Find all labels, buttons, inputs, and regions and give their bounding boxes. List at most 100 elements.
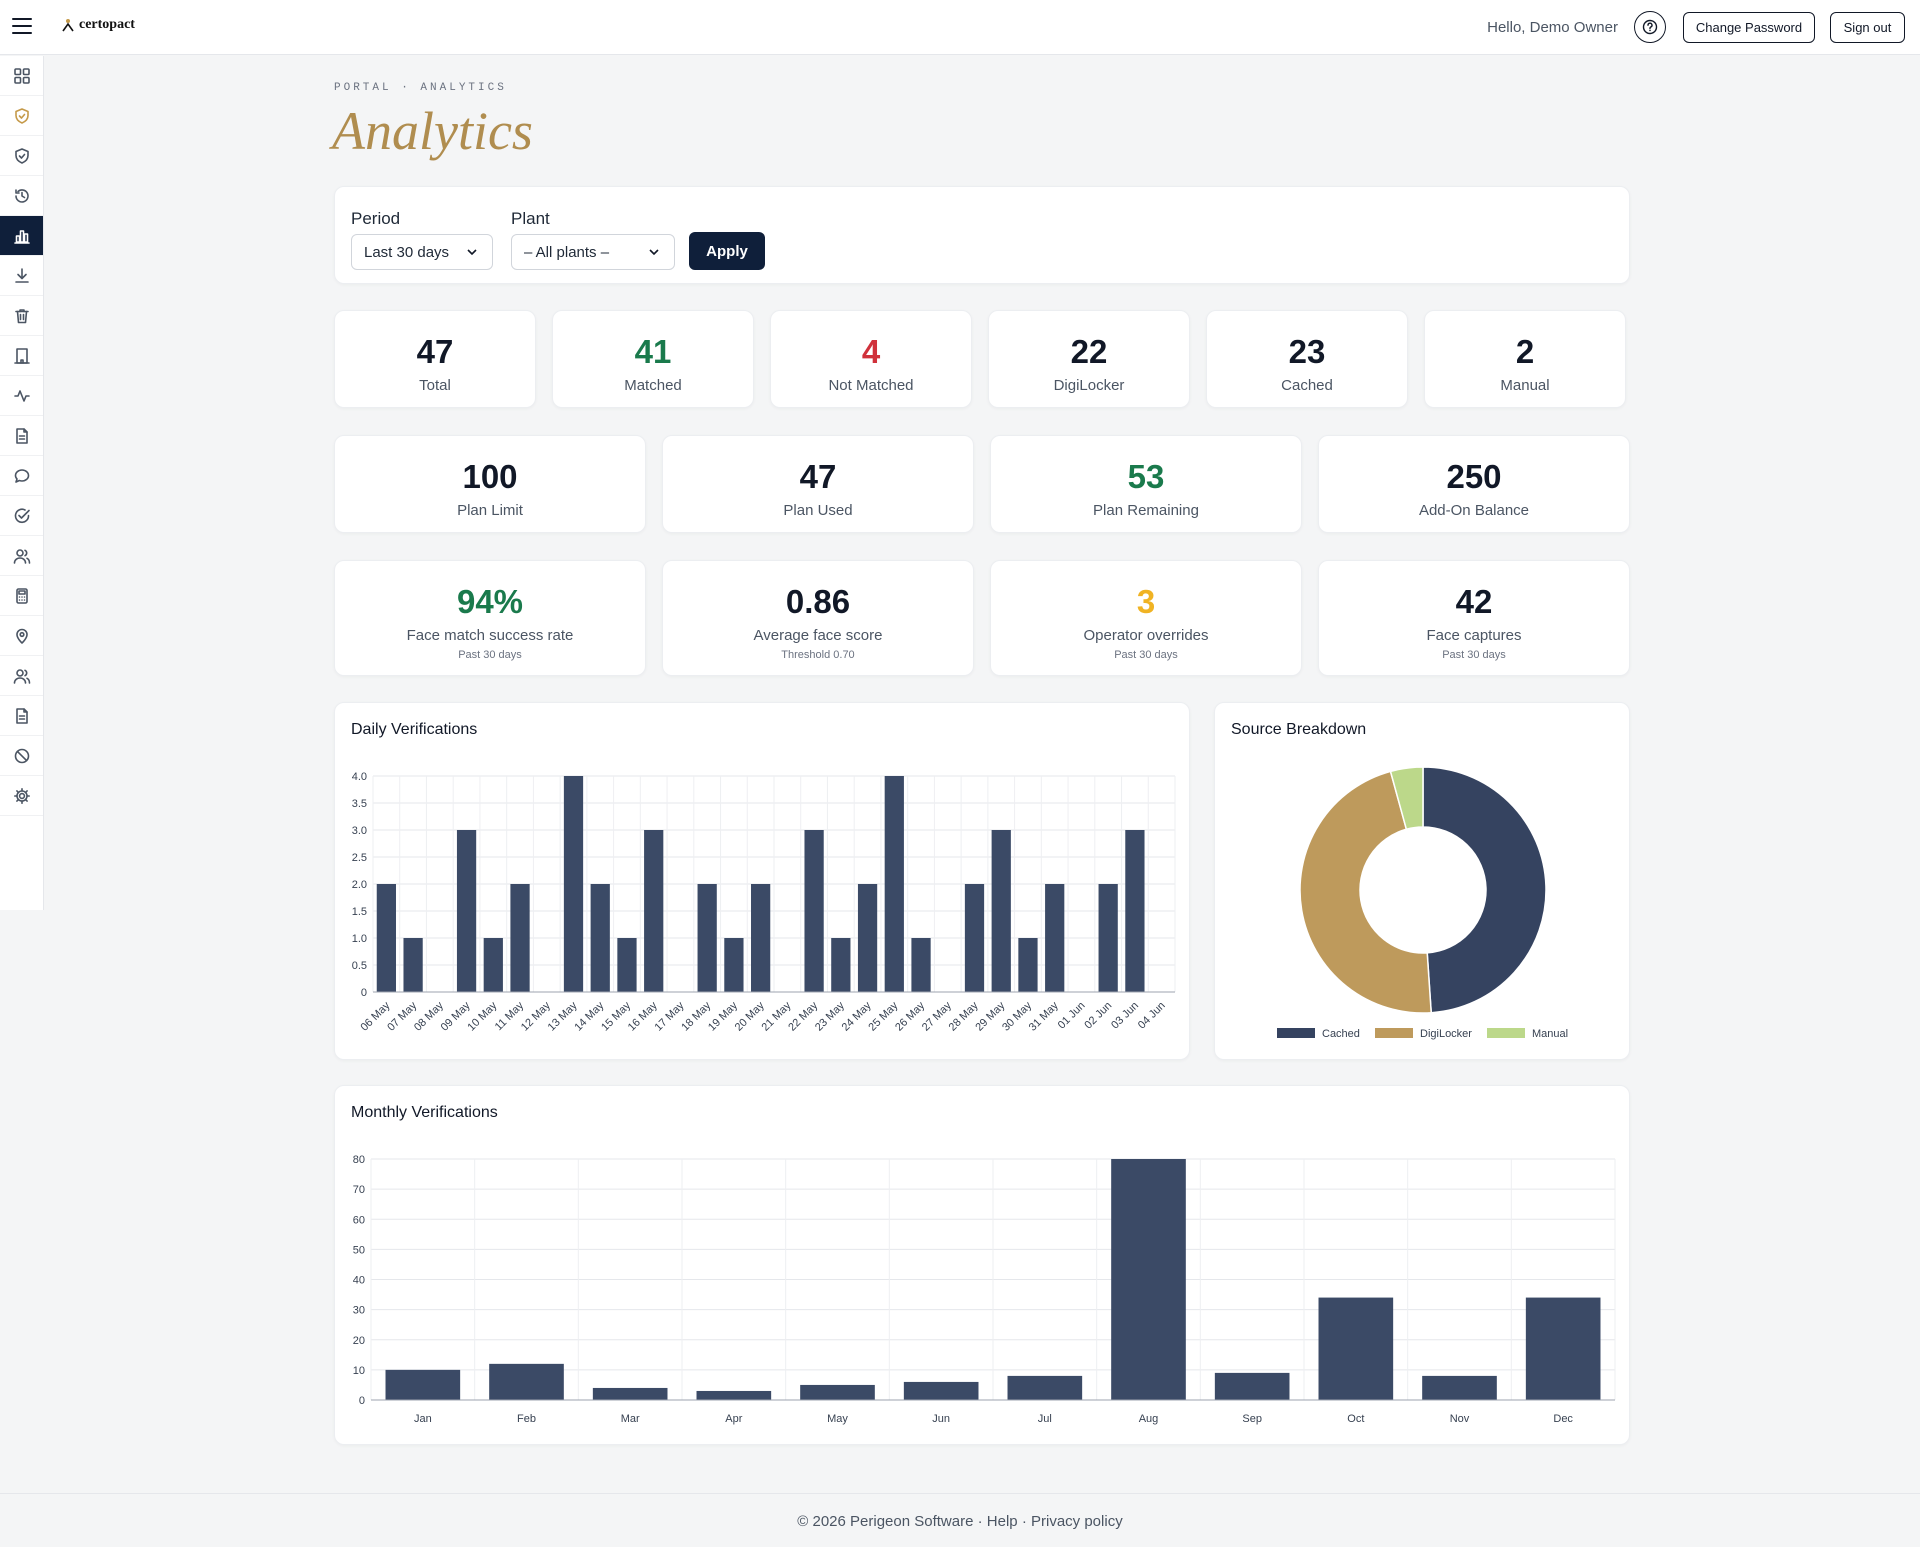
x-tick-label: Feb — [517, 1413, 536, 1425]
sidebar-item-reports[interactable] — [0, 416, 43, 456]
bar[interactable] — [903, 1381, 979, 1400]
bar[interactable] — [1525, 1297, 1601, 1400]
stat-card: 4 Not Matched — [770, 310, 972, 408]
bar[interactable] — [376, 884, 396, 992]
bar[interactable] — [800, 1384, 875, 1400]
sidebar-item-users[interactable] — [0, 536, 43, 576]
sidebar-item-downloads[interactable] — [0, 256, 43, 296]
plant-select[interactable]: – All plants – — [511, 234, 675, 270]
shield-check-icon — [14, 147, 29, 164]
bar[interactable] — [724, 938, 744, 992]
change-password-button[interactable]: Change Password — [1683, 12, 1815, 43]
sidebar-item-settings[interactable] — [0, 776, 43, 816]
activity-icon — [13, 389, 30, 402]
bar[interactable] — [1318, 1297, 1394, 1400]
bar[interactable] — [456, 830, 477, 992]
sidebar — [0, 56, 44, 910]
pie-slice[interactable] — [1422, 766, 1547, 1014]
stat-value: 47 — [799, 458, 837, 495]
y-tick-label: 1.5 — [352, 906, 367, 918]
bar[interactable] — [644, 830, 664, 992]
sidebar-item-trash[interactable] — [0, 296, 43, 336]
help-button[interactable] — [1634, 11, 1666, 43]
footer-privacy-link[interactable]: Privacy policy — [1031, 1513, 1123, 1530]
bar[interactable] — [617, 938, 637, 992]
sidebar-item-verify[interactable] — [0, 96, 43, 136]
bar[interactable] — [563, 776, 584, 992]
bar[interactable] — [964, 884, 985, 992]
sidebar-item-approvals[interactable] — [0, 496, 43, 536]
sidebar-item-billing[interactable] — [0, 576, 43, 616]
bar[interactable] — [884, 776, 904, 992]
bar[interactable] — [592, 1387, 668, 1400]
x-tick-label: Oct — [1347, 1413, 1364, 1425]
stat-value: 0.86 — [785, 583, 851, 620]
plant-value: – All plants – — [524, 243, 610, 261]
footer-help-link[interactable]: Help — [986, 1513, 1018, 1530]
bar[interactable] — [1111, 1159, 1186, 1400]
pie-slice[interactable] — [1299, 770, 1433, 1014]
bar[interactable] — [857, 884, 878, 992]
grid-icon — [13, 67, 30, 84]
bar[interactable] — [1098, 884, 1118, 992]
calculator-icon — [15, 587, 28, 604]
stat-value: 4 — [861, 333, 881, 370]
sidebar-item-verified[interactable] — [0, 136, 43, 176]
bar[interactable] — [1007, 1375, 1083, 1400]
stat-card: 2 Manual — [1424, 310, 1626, 408]
bar[interactable] — [1018, 938, 1038, 992]
sidebar-item-messages[interactable] — [0, 456, 43, 496]
sidebar-item-team[interactable] — [0, 656, 43, 696]
brand[interactable]: certopact — [62, 17, 135, 33]
bar[interactable] — [1214, 1372, 1290, 1400]
period-select[interactable]: Last 30 days — [351, 234, 493, 270]
brand-logo-icon — [62, 19, 74, 32]
y-tick-label: 2.0 — [352, 879, 367, 891]
stat-label: Not Matched — [828, 377, 914, 394]
menu-icon[interactable] — [12, 18, 32, 34]
bar[interactable] — [696, 1390, 772, 1400]
bar[interactable] — [831, 938, 851, 992]
bar[interactable] — [751, 884, 771, 992]
gear-icon — [13, 787, 30, 804]
bar[interactable] — [489, 1363, 564, 1400]
bar[interactable] — [1422, 1375, 1497, 1400]
apply-button[interactable]: Apply — [689, 232, 765, 270]
bar[interactable] — [1045, 884, 1065, 992]
sidebar-item-plants[interactable] — [0, 336, 43, 376]
sidebar-item-blocked[interactable] — [0, 736, 43, 776]
bar[interactable] — [697, 884, 717, 992]
bar[interactable] — [804, 830, 824, 992]
bar[interactable] — [385, 1369, 461, 1400]
bar[interactable] — [991, 830, 1011, 992]
bar[interactable] — [590, 884, 610, 992]
x-tick-label: 02 Jun — [1082, 1000, 1114, 1032]
ban-icon — [14, 748, 29, 763]
stat-card: 100 Plan Limit — [334, 435, 646, 533]
sidebar-item-dashboard[interactable] — [0, 56, 43, 96]
bar[interactable] — [483, 938, 503, 992]
legend-label: DigiLocker — [1420, 1028, 1472, 1040]
sidebar-item-locations[interactable] — [0, 616, 43, 656]
stat-label: DigiLocker — [1053, 377, 1125, 394]
pie-slice[interactable] — [1389, 766, 1424, 831]
legend-label: Cached — [1322, 1028, 1360, 1040]
team-icon — [13, 668, 30, 684]
stat-label: Face captures — [1426, 627, 1522, 644]
sidebar-item-analytics[interactable] — [0, 216, 43, 256]
question-icon — [1642, 19, 1658, 35]
x-tick-label: Jan — [414, 1413, 432, 1425]
bar[interactable] — [1125, 830, 1145, 992]
bar[interactable] — [911, 938, 931, 992]
sidebar-item-activity[interactable] — [0, 376, 43, 416]
sign-out-button[interactable]: Sign out — [1830, 12, 1905, 43]
bar[interactable] — [510, 884, 530, 992]
stat-subtext: Past 30 days — [458, 649, 522, 661]
stat-card: 94% Face match success rate Past 30 days — [334, 560, 646, 676]
history-icon — [14, 188, 29, 203]
bar[interactable] — [403, 938, 423, 992]
sidebar-item-files[interactable] — [0, 696, 43, 736]
daily-chart-title: Daily Verifications — [351, 721, 478, 738]
sidebar-item-history[interactable] — [0, 176, 43, 216]
